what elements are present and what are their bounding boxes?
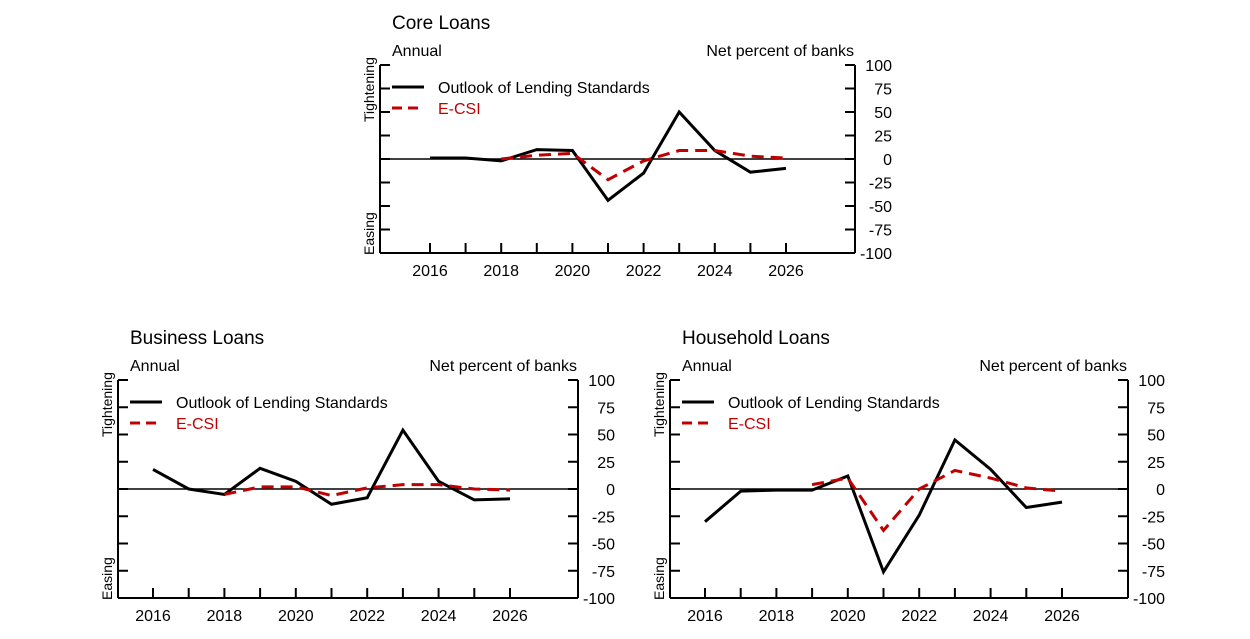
- y-tick-label: -25: [869, 176, 892, 193]
- legend-label: E-CSI: [176, 416, 219, 433]
- y-tick-label: 25: [874, 129, 892, 146]
- x-tick-label: 2020: [555, 263, 591, 280]
- y-tick-label: -100: [583, 591, 615, 608]
- y-tick-label: -75: [1142, 564, 1165, 581]
- x-tick-label: 2026: [492, 608, 528, 625]
- series-line-outlook: [704, 437, 1063, 576]
- legend-label: Outlook of Lending Standards: [176, 395, 388, 412]
- y-tick-label: 75: [597, 400, 615, 417]
- chart-panel: Core Loans Annual Net percent of banks Tigh…: [361, 13, 892, 280]
- y-tick-label: -100: [1133, 591, 1165, 608]
- y-tick-label: 75: [1147, 400, 1165, 417]
- y-tick-label: 100: [1138, 373, 1165, 390]
- y-tick-label: -75: [869, 223, 892, 240]
- legend-label: Outlook of Lending Standards: [728, 395, 940, 412]
- y-tick-label: 0: [1156, 482, 1165, 499]
- x-tick-label: 2020: [278, 608, 314, 625]
- series-line-ecsi: [501, 149, 787, 182]
- y-tick-label: -50: [1142, 537, 1165, 554]
- y-tick-label: -25: [592, 509, 615, 526]
- chart-panel: Household Loans Annual Net percent of bank…: [651, 328, 1165, 625]
- series-line-ecsi: [224, 483, 511, 498]
- x-tick-label: 2016: [412, 263, 448, 280]
- legend-label: Outlook of Lending Standards: [438, 80, 650, 97]
- y-tick-label: 0: [883, 152, 892, 169]
- y-axis-label: Net percent of banks: [979, 358, 1127, 375]
- x-tick-label: 2022: [901, 608, 937, 625]
- x-tick-label: 2024: [973, 608, 1009, 625]
- x-tick-label: 2018: [207, 608, 243, 625]
- series-line-ecsi: [811, 468, 1063, 533]
- tightening-annotation: Tightening: [361, 57, 377, 122]
- y-tick-label: -100: [860, 246, 892, 263]
- y-tick-label: 50: [597, 428, 615, 445]
- legend-label: E-CSI: [728, 416, 771, 433]
- y-tick-label: 100: [588, 373, 615, 390]
- y-tick-label: -25: [1142, 509, 1165, 526]
- y-tick-label: 0: [606, 482, 615, 499]
- y-axis-label: Net percent of banks: [429, 358, 577, 375]
- frequency-label: Annual: [130, 358, 180, 375]
- frequency-label: Annual: [682, 358, 732, 375]
- x-tick-label: 2024: [421, 608, 457, 625]
- x-tick-label: 2016: [135, 608, 171, 625]
- x-tick-label: 2026: [768, 263, 804, 280]
- x-tick-label: 2026: [1044, 608, 1080, 625]
- y-tick-label: 100: [865, 58, 892, 75]
- chart-title: Business Loans: [130, 328, 264, 349]
- x-tick-label: 2022: [626, 263, 662, 280]
- y-tick-label: -50: [592, 537, 615, 554]
- chart-title: Household Loans: [682, 328, 830, 349]
- y-tick-label: 75: [874, 82, 892, 99]
- series-line-outlook: [430, 109, 787, 203]
- frequency-label: Annual: [392, 43, 442, 60]
- easing-annotation: Easing: [99, 557, 115, 600]
- tightening-annotation: Tightening: [651, 372, 667, 437]
- legend-label: E-CSI: [438, 101, 481, 118]
- tightening-annotation: Tightening: [99, 372, 115, 437]
- x-tick-label: 2020: [830, 608, 866, 625]
- easing-annotation: Easing: [361, 212, 377, 255]
- y-axis-label: Net percent of banks: [706, 43, 854, 60]
- y-tick-label: -75: [592, 564, 615, 581]
- series-line-outlook: [152, 427, 511, 506]
- y-tick-label: 50: [874, 105, 892, 122]
- x-tick-label: 2024: [697, 263, 733, 280]
- x-tick-label: 2022: [349, 608, 385, 625]
- chart-panel: Business Loans Annual Net percent of banks…: [99, 328, 615, 625]
- x-tick-label: 2016: [687, 608, 723, 625]
- y-tick-label: 25: [1147, 455, 1165, 472]
- easing-annotation: Easing: [651, 557, 667, 600]
- y-tick-label: 50: [1147, 428, 1165, 445]
- x-tick-label: 2018: [483, 263, 519, 280]
- x-tick-label: 2018: [759, 608, 795, 625]
- y-tick-label: 25: [597, 455, 615, 472]
- y-tick-label: -50: [869, 199, 892, 216]
- chart-title: Core Loans: [392, 13, 490, 34]
